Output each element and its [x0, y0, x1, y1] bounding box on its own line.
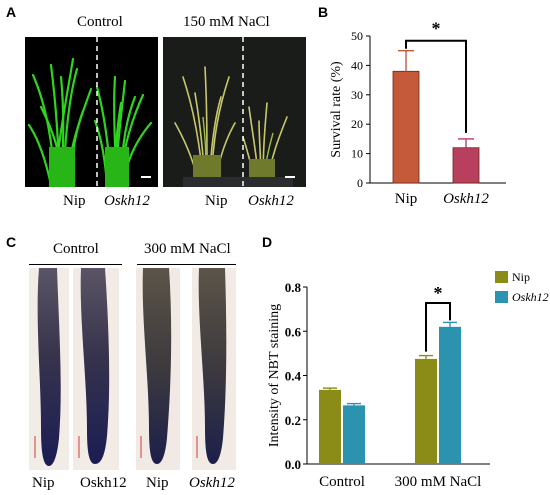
- panel-b-y-tick-label: 10: [351, 147, 363, 161]
- panel-d-bar-nip-nacl: [415, 358, 437, 464]
- panel-d-legend-swatch-nip: [495, 271, 508, 283]
- panel-b-y-tick-label: 30: [351, 88, 363, 102]
- panel-d-y-tick-label: 0.8: [285, 280, 302, 295]
- panel-d-y-tick-label: 0.2: [285, 413, 301, 428]
- panel-c-genotype-2: Oskh12: [80, 475, 127, 491]
- panel-d-legend-label-nip: Nip: [512, 270, 530, 284]
- panel-d-y-tick-label: 0.0: [285, 457, 301, 472]
- panel-b-letter: B: [318, 4, 329, 20]
- panel-c-genotype-4: Oskh12: [189, 475, 235, 491]
- panel-c-genotype-3: Nip: [146, 475, 169, 491]
- panel-d-significance-star: *: [434, 283, 443, 303]
- panel-c-nacl-line: [137, 264, 236, 265]
- nacl-plant-graphic: [174, 37, 295, 187]
- panel-a-letter: A: [6, 4, 17, 20]
- panel-a-genotype-2: Oskh12: [104, 193, 150, 209]
- panel-a-control-label: Control: [77, 14, 123, 30]
- panel-b-chart: 0 10 20 30 40 50 Survival rate (%) Nip Oskh12 *: [329, 19, 506, 207]
- control-plant-graphic: [27, 37, 153, 187]
- panel-a-genotype-4: Oskh12: [248, 193, 294, 209]
- panel-d-bar-nip-control: [319, 389, 341, 464]
- panel-d-y-axis-label: Intensity of NBT staining: [267, 304, 282, 447]
- panel-d-letter: D: [262, 234, 273, 250]
- panel-d-y-tick-label: 0.4: [285, 369, 302, 384]
- control-plant-photo: [25, 37, 158, 187]
- root-1: [37, 268, 61, 466]
- panel-a-genotype-3: Nip: [205, 193, 228, 209]
- panel-c-nacl-label: 300 mM NaCl: [144, 241, 231, 257]
- panel-b-bar-oskh12: [452, 147, 480, 184]
- panel-b-bar-nip: [392, 70, 420, 184]
- root-staining-photos: [29, 268, 236, 470]
- panel-a-nacl-label: 150 mM NaCl: [183, 14, 270, 30]
- panel-b-y-tick-label: 40: [351, 58, 363, 72]
- panel-d-legend-label-oskh12: Oskh12: [512, 290, 549, 304]
- panel-b-y-tick-label: 20: [351, 117, 363, 131]
- nacl-plant-photo: [163, 37, 306, 187]
- panel-a-genotype-1: Nip: [63, 193, 86, 209]
- panel-d-significance-bracket: [425, 302, 451, 352]
- panel-c-genotype-1: Nip: [32, 475, 55, 491]
- panel-b-y-tick-label: 50: [351, 29, 363, 43]
- panel-b-x-tick-label: Nip: [395, 191, 418, 207]
- panel-d-x-tick-label: Control: [319, 474, 365, 490]
- panel-d-bar-oskh12-control: [343, 405, 365, 464]
- root-3: [142, 268, 172, 464]
- panel-b-y-axis-label: Survival rate (%): [329, 61, 344, 158]
- root-4: [198, 268, 227, 464]
- panel-d-bar-oskh12-nacl: [439, 326, 461, 464]
- panel-b-significance-star: *: [432, 19, 441, 39]
- panel-d-legend-swatch-oskh12: [495, 291, 508, 303]
- panel-c-control-line: [29, 264, 122, 265]
- panel-b-x-tick-label: Oskh12: [443, 191, 489, 207]
- panel-c-letter: C: [6, 234, 17, 250]
- root-2: [80, 268, 110, 464]
- panel-d-y-tick-label: 0.6: [285, 324, 302, 339]
- panel-c-control-label: Control: [53, 241, 99, 257]
- panel-b-significance-bracket: [405, 39, 467, 133]
- panel-b-y-tick-label: 0: [357, 176, 363, 190]
- panel-d-x-tick-label: 300 mM NaCl: [395, 474, 482, 490]
